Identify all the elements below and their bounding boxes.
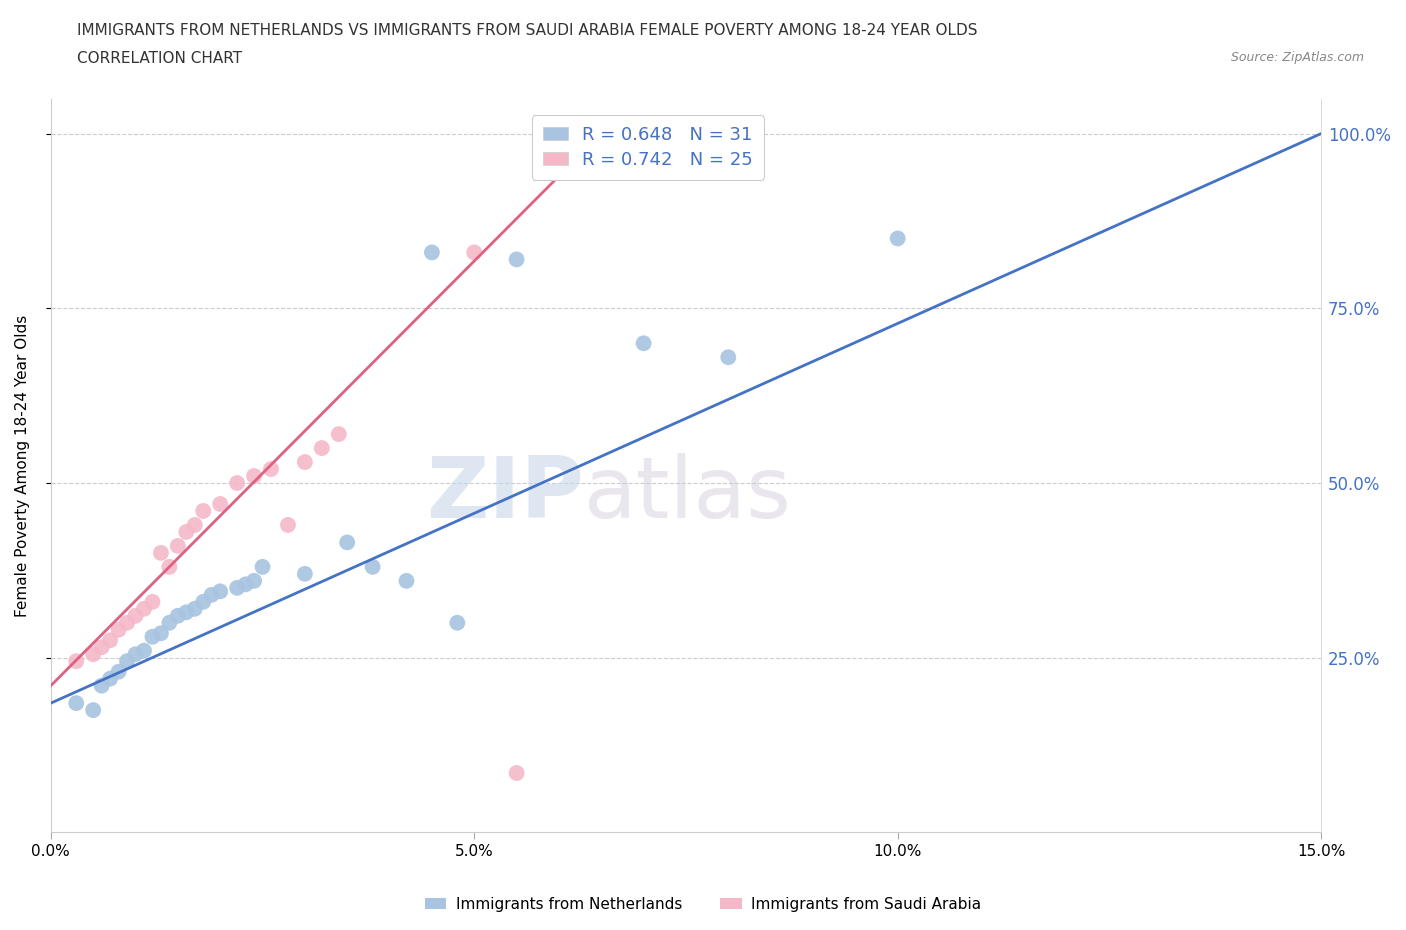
Legend: Immigrants from Netherlands, Immigrants from Saudi Arabia: Immigrants from Netherlands, Immigrants … <box>419 891 987 918</box>
Point <box>184 517 207 532</box>
Point <box>124 646 146 661</box>
Point <box>157 560 180 575</box>
Point <box>252 560 274 575</box>
Point <box>311 441 333 456</box>
Point <box>886 231 908 246</box>
Point <box>82 646 104 661</box>
Point <box>193 594 215 609</box>
Y-axis label: Female Poverty Among 18-24 Year Olds: Female Poverty Among 18-24 Year Olds <box>15 314 30 617</box>
Text: CORRELATION CHART: CORRELATION CHART <box>77 51 242 66</box>
Point <box>243 574 266 589</box>
Point <box>260 461 283 476</box>
Point <box>65 654 87 669</box>
Point <box>65 696 87 711</box>
Point <box>141 594 163 609</box>
Text: IMMIGRANTS FROM NETHERLANDS VS IMMIGRANTS FROM SAUDI ARABIA FEMALE POVERTY AMONG: IMMIGRANTS FROM NETHERLANDS VS IMMIGRANT… <box>77 23 977 38</box>
Point <box>90 640 112 655</box>
Point <box>294 566 316 581</box>
Point <box>361 560 384 575</box>
Point <box>395 574 418 589</box>
Point <box>115 654 138 669</box>
Point <box>226 580 249 595</box>
Point <box>176 525 198 539</box>
Point <box>184 602 207 617</box>
Point <box>193 503 215 518</box>
Point <box>446 616 468 631</box>
Point <box>115 616 138 631</box>
Point <box>328 427 350 442</box>
Point <box>209 584 232 599</box>
Point <box>176 604 198 619</box>
Point <box>277 517 299 532</box>
Point <box>420 245 443 259</box>
Point <box>149 626 172 641</box>
Point <box>132 644 155 658</box>
Point <box>157 616 180 631</box>
Point <box>505 765 527 780</box>
Point <box>98 632 121 647</box>
Point <box>463 245 485 259</box>
Point <box>124 608 146 623</box>
Point <box>336 535 359 550</box>
Point <box>235 577 257 591</box>
Legend: R = 0.648   N = 31, R = 0.742   N = 25: R = 0.648 N = 31, R = 0.742 N = 25 <box>531 115 763 179</box>
Point <box>166 538 188 553</box>
Point <box>209 497 232 512</box>
Point <box>166 608 188 623</box>
Point <box>149 546 172 561</box>
Text: atlas: atlas <box>585 454 793 537</box>
Point <box>505 252 527 267</box>
Point <box>717 350 740 365</box>
Point <box>226 475 249 490</box>
Point <box>132 602 155 617</box>
Point <box>90 678 112 693</box>
Point <box>294 455 316 470</box>
Text: ZIP: ZIP <box>426 454 585 537</box>
Point <box>107 664 129 679</box>
Text: Source: ZipAtlas.com: Source: ZipAtlas.com <box>1230 51 1364 64</box>
Point <box>201 588 224 603</box>
Point <box>243 469 266 484</box>
Point <box>82 703 104 718</box>
Point <box>141 630 163 644</box>
Point <box>98 671 121 686</box>
Point <box>107 622 129 637</box>
Point <box>633 336 655 351</box>
